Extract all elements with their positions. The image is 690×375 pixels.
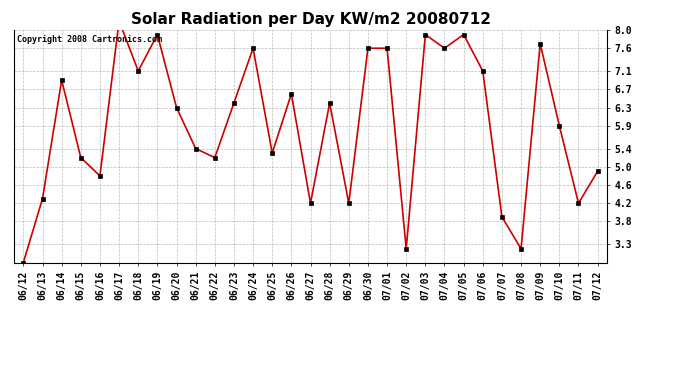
Text: Copyright 2008 Cartronics.com: Copyright 2008 Cartronics.com bbox=[17, 34, 161, 44]
Title: Solar Radiation per Day KW/m2 20080712: Solar Radiation per Day KW/m2 20080712 bbox=[130, 12, 491, 27]
